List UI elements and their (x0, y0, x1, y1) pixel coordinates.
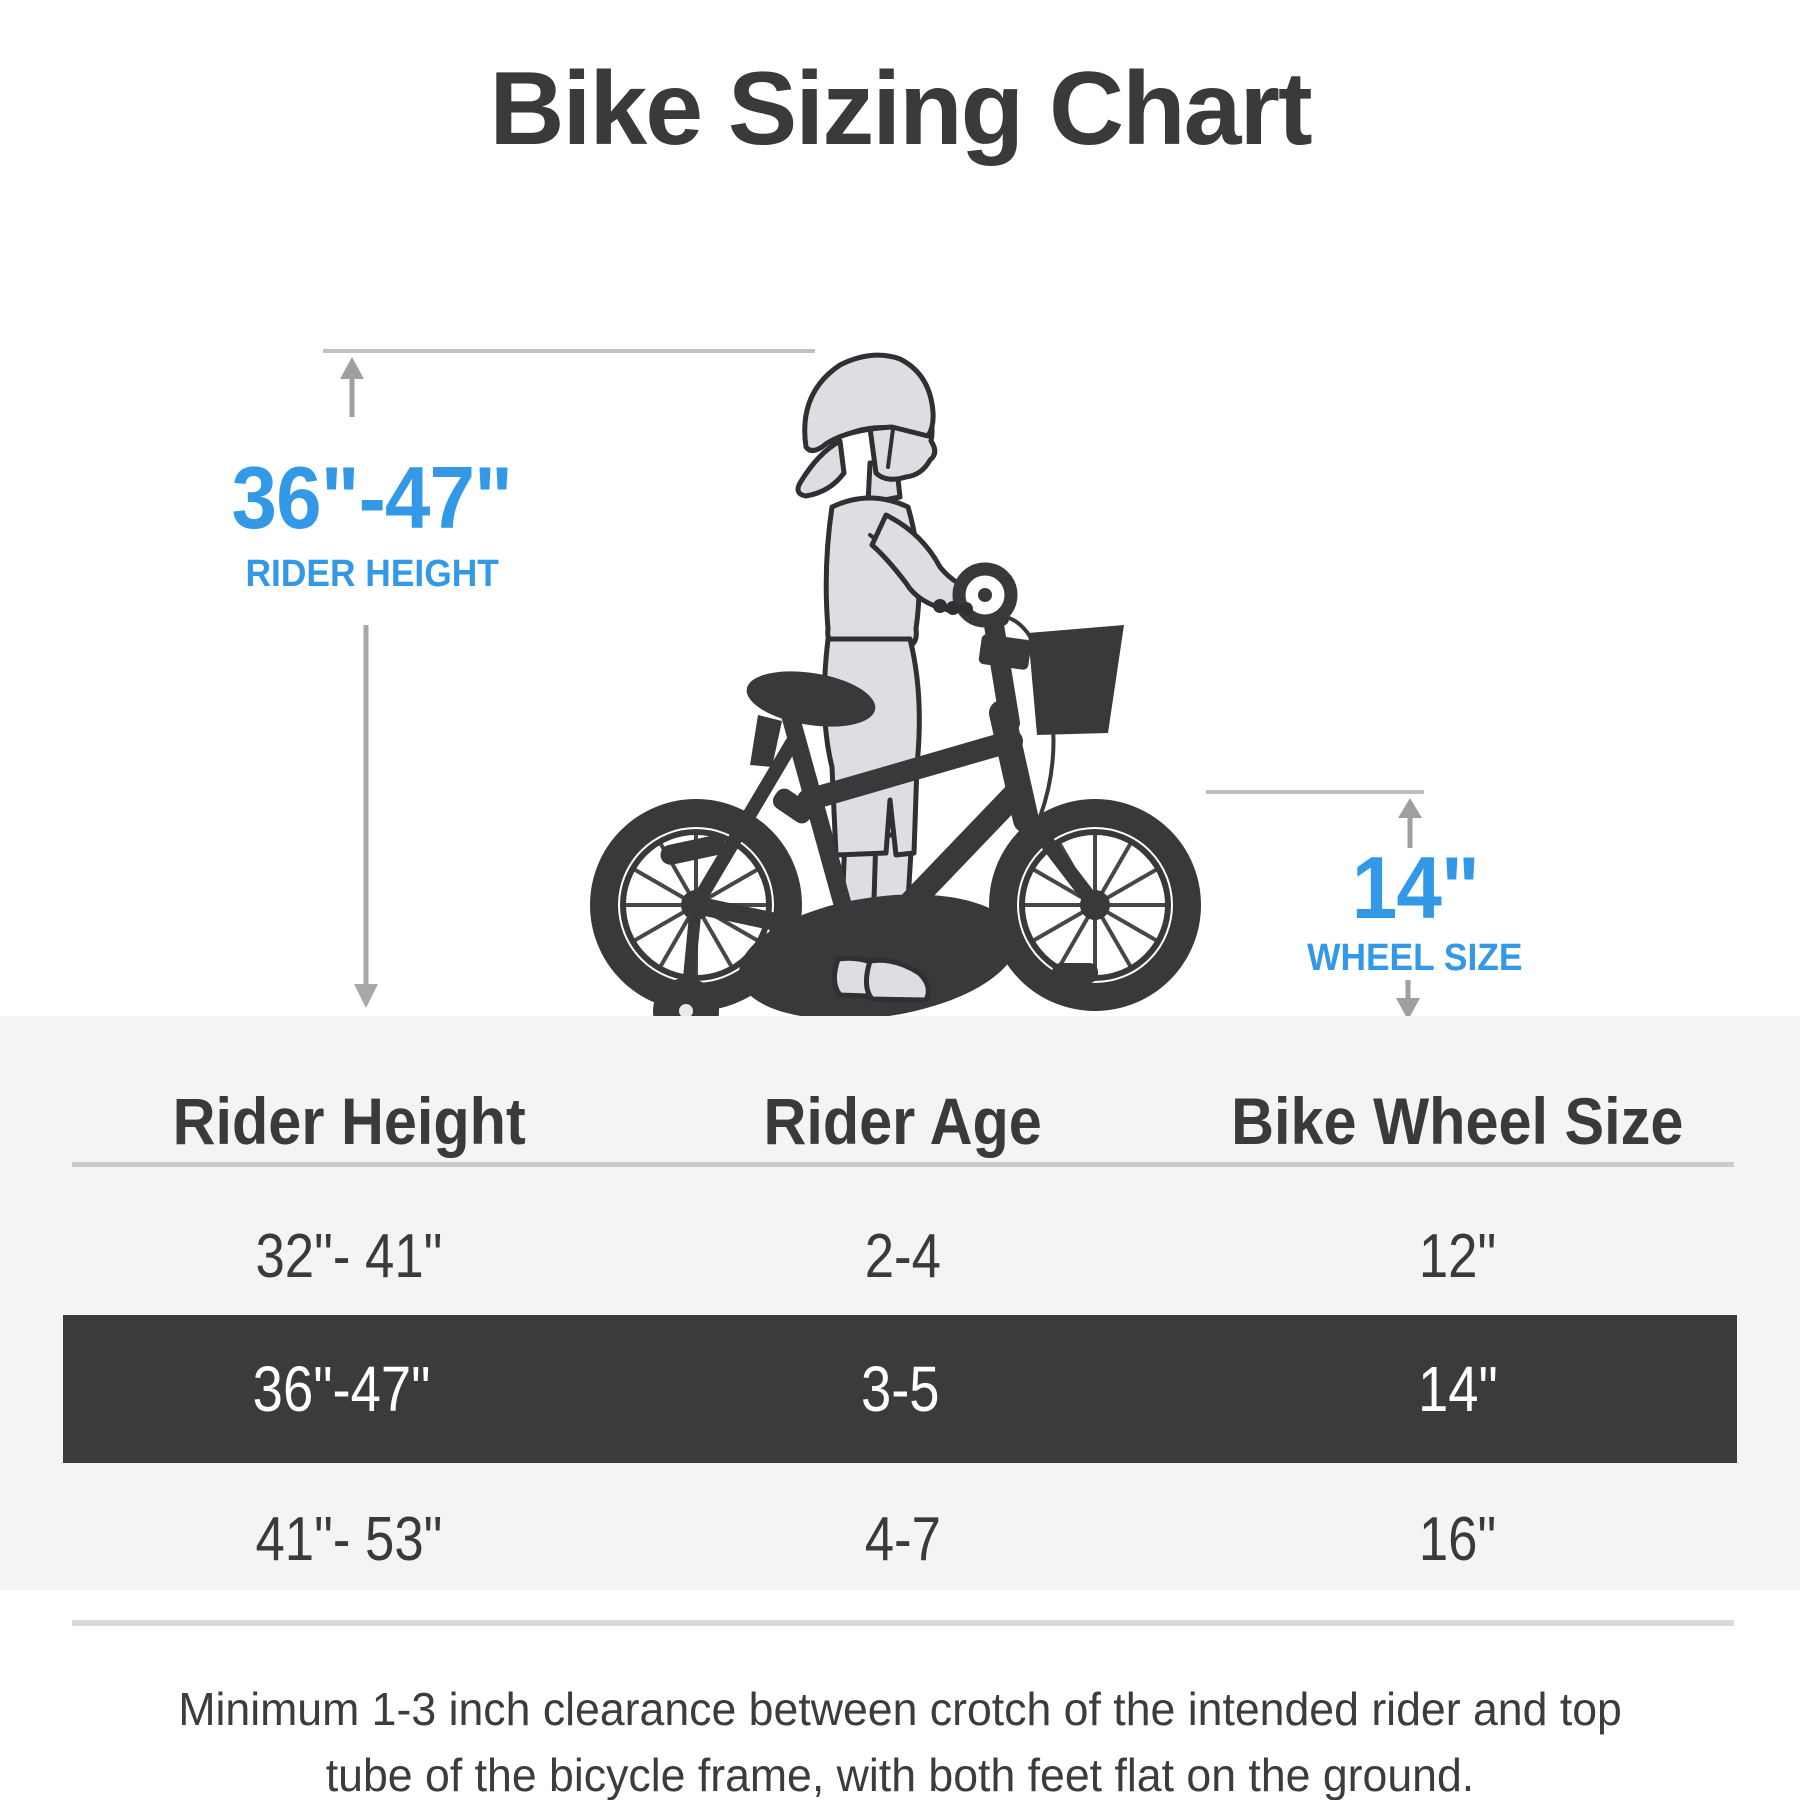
arrow-up-icon (340, 357, 364, 417)
wheel-size-label: WHEEL SIZE (1307, 937, 1523, 979)
table-header-row: Rider Height Rider Age Bike Wheel Size (72, 1078, 1734, 1164)
sizing-table-background (0, 1016, 1800, 1590)
wheel-size-annotation: 14" WHEEL SIZE (1203, 842, 1627, 980)
bike-rider-illustration (590, 352, 1201, 1044)
cell-rider-height: 41"- 53" (255, 1504, 443, 1574)
table-row: 41"- 53" 4-7 16" (72, 1483, 1734, 1595)
cell-wheel-size: 16" (1418, 1504, 1496, 1574)
cell-wheel-size: 14" (1418, 1353, 1498, 1425)
table-row-highlighted: 36"-47" 3-5 14" (63, 1315, 1737, 1463)
rider-height-top-line (323, 349, 815, 353)
wheel-size-value: 14" (1351, 838, 1479, 937)
bike-silhouette (590, 562, 1201, 1044)
cell-rider-age: 3-5 (860, 1353, 940, 1425)
table-header-rider-age: Rider Age (763, 1084, 1043, 1158)
arrow-down-icon (354, 625, 378, 1008)
arrow-up-icon (1398, 798, 1422, 848)
child-shoes (832, 955, 931, 1003)
rider-height-label: RIDER HEIGHT (245, 553, 499, 595)
table-header-rider-height: Rider Height (172, 1084, 526, 1158)
footer-note: Minimum 1-3 inch clearance between crotc… (0, 1676, 1800, 1800)
cell-rider-height: 36"-47" (253, 1353, 431, 1425)
arrow-down-icon (1396, 980, 1420, 1020)
rider-height-value: 36"-47" (231, 448, 513, 547)
cell-rider-age: 2-4 (864, 1221, 942, 1291)
wheel-size-top-line (1206, 790, 1424, 794)
page-title: Bike Sizing Chart (489, 51, 1312, 167)
cell-rider-height: 32"- 41" (255, 1221, 443, 1291)
table-row: 32"- 41" 2-4 12" (72, 1200, 1734, 1312)
cell-wheel-size: 12" (1418, 1221, 1496, 1291)
table-header-wheel-size: Bike Wheel Size (1230, 1084, 1684, 1158)
footer-note-line2: tube of the bicycle frame, with both fee… (325, 1749, 1475, 1800)
cell-rider-age: 4-7 (864, 1504, 942, 1574)
rider-height-annotation: 36"-47" RIDER HEIGHT (160, 452, 584, 596)
table-header-divider (72, 1162, 1734, 1167)
footer-note-line1: Minimum 1-3 inch clearance between crotc… (178, 1683, 1622, 1735)
table-bottom-divider (72, 1620, 1734, 1626)
